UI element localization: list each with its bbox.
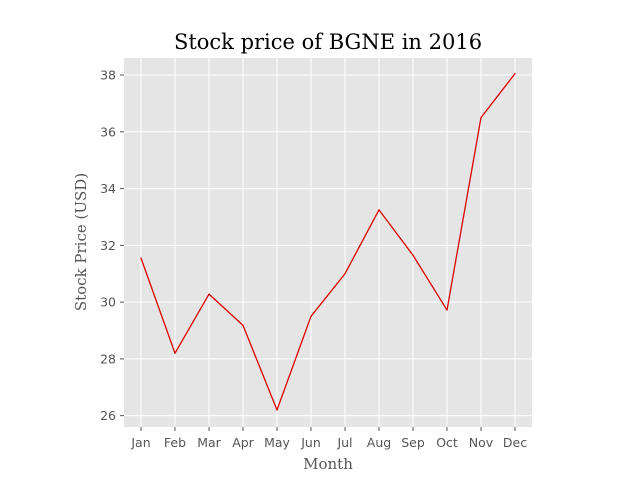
y-tick-label: 36 (100, 124, 116, 139)
y-tick-label: 28 (100, 351, 116, 366)
chart-title: Stock price of BGNE in 2016 (174, 30, 482, 54)
data-point (412, 254, 414, 256)
y-tick-label: 32 (100, 238, 116, 253)
x-tick-label: Mar (197, 435, 221, 450)
y-tick-label: 26 (100, 408, 116, 423)
x-tick-label: Jan (130, 435, 150, 450)
data-point (310, 315, 312, 317)
plot-area (124, 58, 532, 427)
x-tick-label: Jul (336, 435, 352, 450)
y-tick-label: 30 (100, 295, 116, 310)
data-point (242, 324, 244, 326)
data-point (446, 309, 448, 311)
data-point (174, 352, 176, 354)
x-tick-label: Oct (436, 435, 458, 450)
y-tick-label: 34 (100, 181, 116, 196)
x-tick-label: Jun (300, 435, 321, 450)
x-tick-label: Dec (503, 435, 527, 450)
data-point (378, 209, 380, 211)
data-point (140, 257, 142, 259)
x-tick-label: Feb (164, 435, 186, 450)
x-tick-label: Nov (469, 435, 494, 450)
data-point (480, 117, 482, 119)
data-point (276, 409, 278, 411)
x-tick-label: Apr (232, 435, 254, 450)
y-axis-ticks: 26 28 30 32 34 36 38 (100, 68, 124, 423)
x-axis-ticks: Jan Feb Mar Apr May Jun Jul Aug Sep Oct Nov Dec (130, 427, 527, 450)
x-tick-label: May (264, 435, 290, 450)
data-point (208, 293, 210, 295)
y-tick-label: 38 (100, 68, 116, 83)
data-point (344, 273, 346, 275)
x-tick-label: Aug (367, 435, 391, 450)
y-axis-label: Stock Price (USD) (72, 173, 90, 311)
x-axis-label: Month (303, 455, 353, 473)
series-line (140, 73, 516, 411)
x-tick-label: Sep (401, 435, 425, 450)
data-point (514, 73, 516, 75)
series-layer (140, 73, 516, 411)
